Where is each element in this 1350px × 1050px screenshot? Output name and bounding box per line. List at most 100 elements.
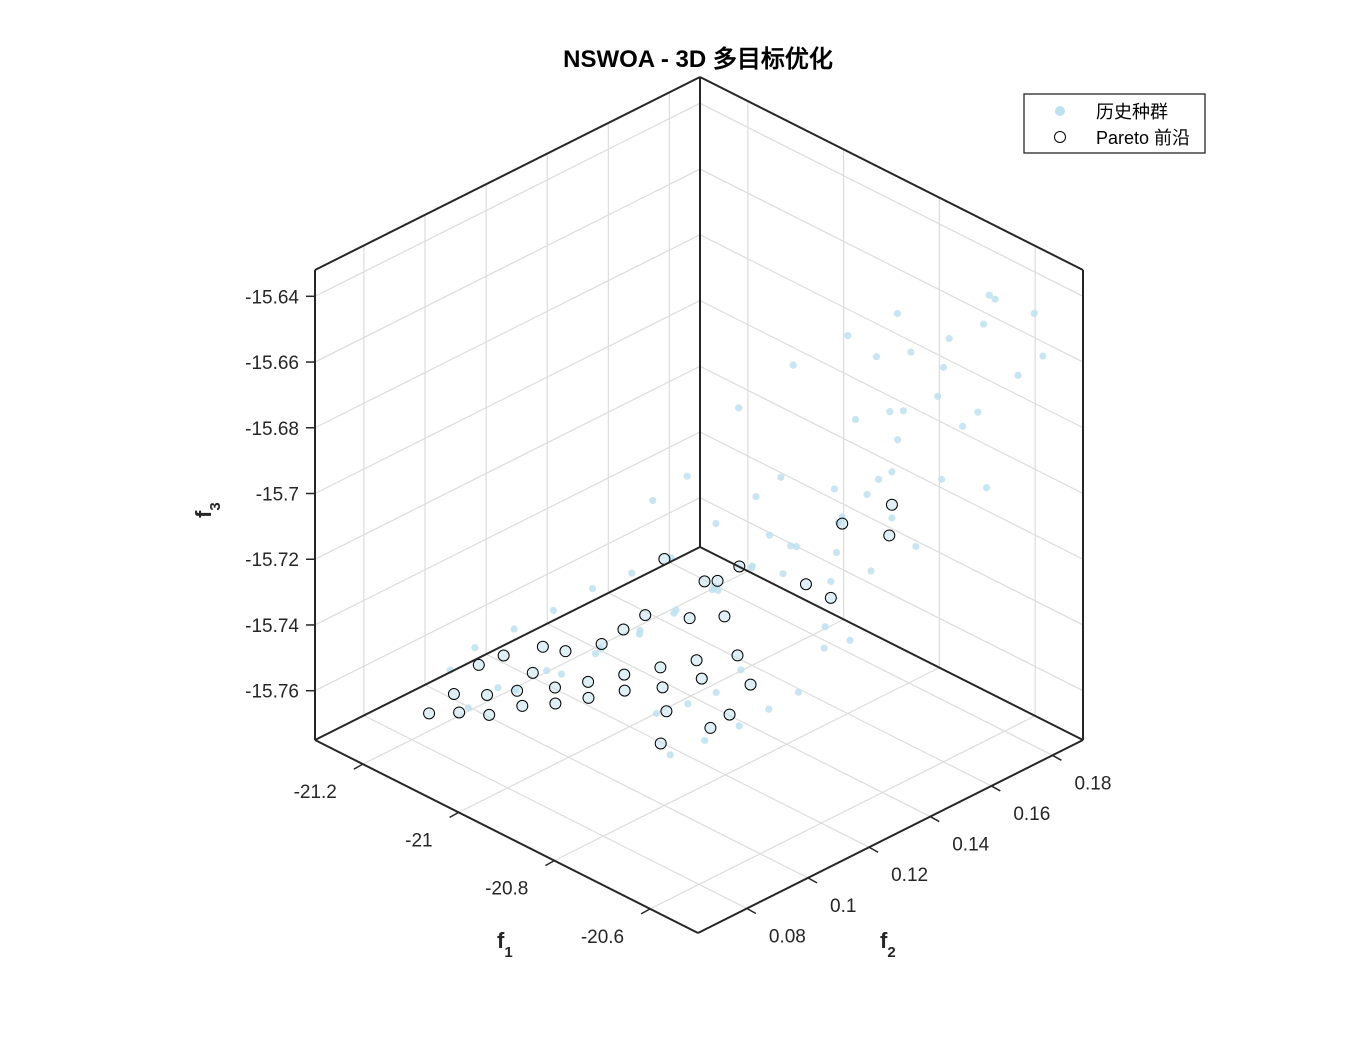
pareto-point-21 xyxy=(744,678,757,691)
pareto-point-1 xyxy=(447,688,460,701)
history-point-0 xyxy=(464,704,472,712)
pareto-point-41 xyxy=(718,610,731,623)
history-point-34 xyxy=(991,295,999,303)
axes-box xyxy=(314,76,1084,934)
history-point-55 xyxy=(701,736,709,745)
pareto-point-7 xyxy=(548,681,561,694)
x-tick-mark-2 xyxy=(545,859,555,867)
grid-wall-z-left-3 xyxy=(699,299,1084,495)
pareto-point-6 xyxy=(516,699,529,712)
history-point-35 xyxy=(888,514,896,522)
grid-wall-z-left-6 xyxy=(699,102,1084,297)
pareto-point-4 xyxy=(483,708,496,721)
grid-floor-x-3 xyxy=(649,715,1036,910)
history-point-10 xyxy=(672,606,680,614)
history-point-21 xyxy=(827,577,835,586)
x-axis-label-sub: 1 xyxy=(504,944,512,961)
history-point-54 xyxy=(666,751,674,759)
history-point-27 xyxy=(894,436,902,444)
grid-wall-z-left-5 xyxy=(699,168,1084,363)
x-tick-mark-1 xyxy=(449,811,459,819)
y-tick-mark-4 xyxy=(990,785,1001,792)
grid-floor-x-2 xyxy=(554,667,940,862)
grid-wall-z-left-1 xyxy=(699,431,1084,626)
history-point-56 xyxy=(735,722,743,730)
history-point-62 xyxy=(844,332,852,340)
pareto-point-11 xyxy=(618,668,631,681)
y-axis-label-main: f xyxy=(880,928,888,953)
grid-wall-z-left-2 xyxy=(699,365,1084,560)
pareto-point-28 xyxy=(836,517,849,530)
pareto-point-9 xyxy=(582,675,595,688)
history-point-30 xyxy=(939,363,948,372)
z-tick-label-2: -15.72 xyxy=(245,550,299,571)
history-point-63 xyxy=(683,472,691,480)
history-point-17 xyxy=(737,666,745,674)
history-point-22 xyxy=(821,623,829,631)
grid-wall-z-left-0 xyxy=(699,497,1084,692)
history-point-1 xyxy=(494,684,502,692)
pareto-point-32 xyxy=(526,666,539,679)
pareto-point-27 xyxy=(824,591,837,604)
axis-edge-floor-back-right xyxy=(699,546,1084,741)
history-point-51 xyxy=(510,625,518,633)
history-point-3 xyxy=(543,667,551,675)
axis-edge-f1 xyxy=(314,739,699,934)
y-tick-label-2: 0.12 xyxy=(891,865,928,886)
x-axis-label: f1 xyxy=(497,928,513,961)
history-point-73 xyxy=(1014,371,1022,379)
grid-floor-y-3 xyxy=(546,623,931,818)
pareto-point-26 xyxy=(799,578,812,591)
history-point-57 xyxy=(765,705,773,713)
grid-wall-z-right-5 xyxy=(314,168,701,363)
y-tick-mark-5 xyxy=(1052,754,1062,761)
history-point-66 xyxy=(765,531,774,539)
history-point-40 xyxy=(830,485,839,493)
grid-wall-z-right-2 xyxy=(314,365,701,560)
grid-floor-y-2 xyxy=(485,653,870,848)
history-point-49 xyxy=(588,584,597,593)
pareto-point-40 xyxy=(683,612,696,625)
history-point-32 xyxy=(979,320,988,328)
pareto-point-14 xyxy=(656,681,669,694)
history-point-75 xyxy=(1030,309,1038,317)
z-tick-label-0: -15.76 xyxy=(245,682,299,703)
history-point-16 xyxy=(787,542,795,550)
pareto-point-36 xyxy=(559,645,572,658)
history-point-41 xyxy=(851,415,860,424)
z-tick-label-6: -15.64 xyxy=(245,287,299,308)
history-point-15 xyxy=(792,542,800,551)
history-point-14 xyxy=(747,564,756,572)
pareto-point-2 xyxy=(453,706,466,719)
history-point-52 xyxy=(471,644,479,652)
grid-lines xyxy=(314,92,1084,910)
x-tick-label-3: -20.6 xyxy=(581,927,624,948)
y-tick-label-5: 0.18 xyxy=(1074,773,1111,794)
legend-label-pareto: Pareto 前沿 xyxy=(1096,128,1190,148)
legend-marker-pareto xyxy=(1054,131,1066,143)
pareto-point-20 xyxy=(704,721,717,734)
history-point-64 xyxy=(649,496,657,505)
history-point-5 xyxy=(591,649,600,658)
history-point-28 xyxy=(899,407,907,415)
y-tick-mark-0 xyxy=(746,907,757,915)
history-point-50 xyxy=(549,606,557,615)
history-point-29 xyxy=(934,392,942,400)
history-point-43 xyxy=(893,309,902,318)
history-point-8 xyxy=(636,626,644,634)
pareto-point-17 xyxy=(731,649,744,662)
y-tick-label-1: 0.1 xyxy=(830,896,856,917)
grid-floor-y-5 xyxy=(669,561,1053,756)
x-tick-label-2: -20.8 xyxy=(485,879,528,900)
history-point-26 xyxy=(888,468,896,476)
pareto-point-5 xyxy=(511,684,524,697)
z-tick-label-5: -15.66 xyxy=(245,353,299,374)
pareto-point-10 xyxy=(582,691,595,704)
history-point-25 xyxy=(863,490,871,499)
pareto-point-19 xyxy=(654,737,667,750)
pareto-point-33 xyxy=(472,658,485,671)
pareto-point-3 xyxy=(481,688,494,701)
pareto-point-30 xyxy=(883,529,896,542)
y-tick-mark-3 xyxy=(929,815,940,823)
z-tick-label-4: -15.68 xyxy=(245,419,299,440)
